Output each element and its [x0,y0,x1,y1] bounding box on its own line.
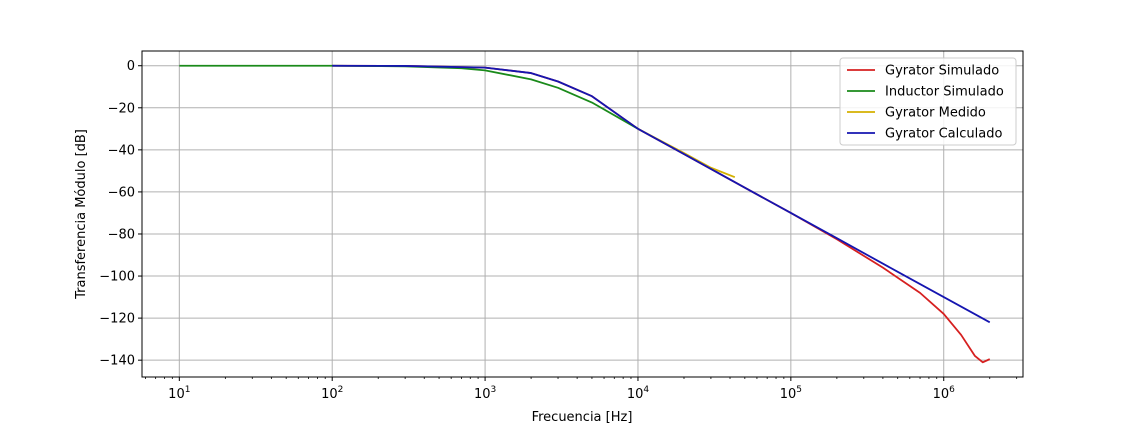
x-tick-exponent: 1 [185,385,191,395]
x-tick-exponent: 2 [338,385,344,395]
x-tick-exponent: 5 [796,385,802,395]
legend: Gyrator Simulado Inductor Simulado Gyrator… [839,57,1017,146]
legend-box [839,57,1017,146]
y-tick-label: −120 [99,312,135,327]
x-tick-exponent: 4 [643,385,649,395]
x-tick-label: 102 [321,385,343,402]
series-lines [179,64,991,364]
series-line-3 [332,64,991,324]
legend-label: Gyrator Medido [885,106,986,121]
legend-label: Gyrator Calculado [885,127,1002,142]
y-tick-label: −140 [99,354,135,369]
y-tick-label: −40 [108,143,135,158]
legend-label: Inductor Simulado [885,85,1004,100]
y-tick-label: −60 [108,185,135,200]
series-line-1 [179,64,639,130]
x-tick-label: 103 [474,385,496,402]
y-tick-label: −20 [108,101,135,116]
plot-frame [141,50,1024,378]
y-axis-label: Transferencia Módulo [dB] [74,129,89,300]
x-tick-label: 105 [780,385,802,402]
legend-label: Gyrator Simulado [885,64,999,79]
y-tick-label: −100 [99,270,135,285]
x-tick-label: 104 [627,385,650,402]
y-tick-label: 0 [127,59,135,74]
y-tick-label: −80 [108,227,135,242]
x-tick-exponent: 6 [949,385,955,395]
x-tick-label: 101 [168,385,190,402]
x-tick-exponent: 3 [490,385,496,395]
x-axis-label: Frecuencia [Hz] [532,410,633,424]
x-tick-label: 106 [933,385,956,402]
